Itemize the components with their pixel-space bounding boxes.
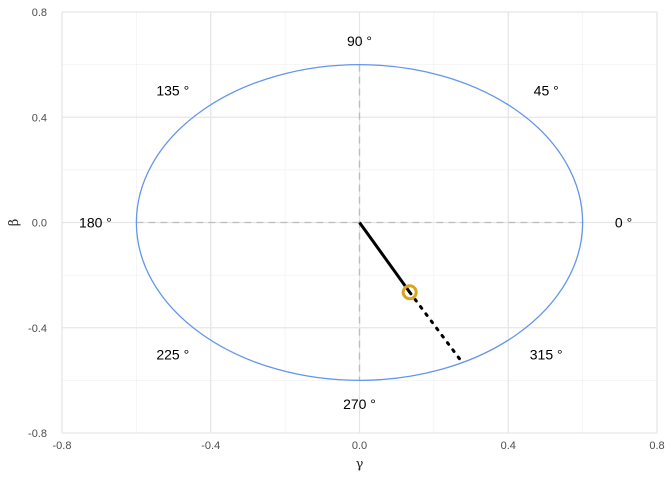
angle-label-180: 180 ° [79, 215, 112, 231]
x-tick-labels: -0.8 -0.4 0.0 0.4 0.8 [53, 440, 665, 452]
vector-extension-dotted [408, 290, 462, 361]
angle-label-0: 0 ° [615, 215, 632, 231]
y-axis-title: β [7, 219, 22, 227]
angle-label-225: 225 ° [156, 347, 189, 363]
vector-line [358, 221, 411, 294]
x-tick-label: -0.4 [201, 440, 220, 452]
y-tick-label: 0.0 [32, 218, 47, 230]
y-tick-label: -0.4 [28, 323, 47, 335]
y-tick-label: -0.8 [28, 428, 47, 440]
x-tick-label: 0.0 [352, 440, 367, 452]
angle-label-270: 270 ° [343, 396, 376, 412]
angle-label-135: 135 ° [156, 82, 189, 98]
y-tick-label: 0.4 [32, 112, 47, 124]
angle-label-45: 45 ° [534, 82, 559, 98]
unit-circle [135, 63, 584, 382]
data-point [401, 284, 418, 301]
x-tick-label: -0.8 [53, 440, 72, 452]
x-tick-label: 0.4 [501, 440, 516, 452]
x-axis-title: γ [356, 457, 364, 472]
y-tick-label: 0.8 [32, 7, 47, 19]
x-tick-label: 0.8 [649, 440, 664, 452]
angle-labels: 0 ° 45 ° 90 ° 135 ° 180 ° 225 ° 270 ° 315 ° [79, 33, 632, 412]
angle-label-90: 90 ° [347, 33, 372, 49]
angle-label-315: 315 ° [530, 347, 563, 363]
y-tick-labels: -0.8 -0.4 0.0 0.4 0.8 [28, 7, 47, 440]
